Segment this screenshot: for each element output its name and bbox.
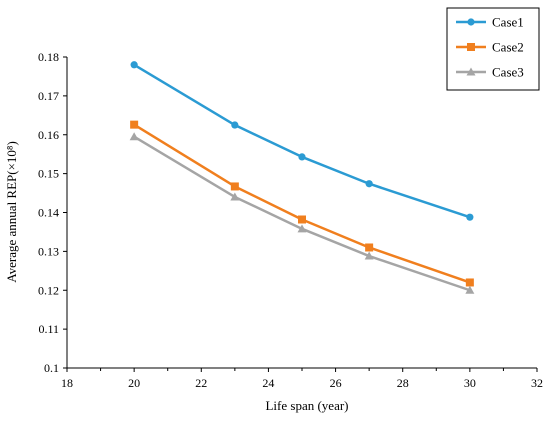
circle-marker — [130, 61, 138, 69]
series-1 — [130, 61, 474, 221]
square-marker — [465, 278, 474, 287]
legend-entry: Case3 — [456, 65, 524, 80]
y-tick-label: 0.11 — [38, 322, 59, 336]
legend-label: Case2 — [492, 40, 524, 55]
y-tick-label: 0.16 — [38, 128, 59, 142]
y-tick-label: 0.14 — [38, 206, 59, 220]
x-tick-label: 26 — [330, 376, 342, 390]
triangle-marker — [230, 192, 240, 201]
circle-marker — [467, 18, 475, 26]
square-marker — [298, 215, 306, 224]
square-marker — [130, 120, 139, 129]
x-tick-label: 24 — [262, 376, 274, 390]
series-3 — [129, 132, 475, 294]
series-2 — [130, 120, 474, 287]
triangle-marker — [297, 224, 307, 233]
triangle-marker — [466, 67, 476, 76]
triangle-marker — [129, 132, 139, 141]
axes-layer: 0.1 0.11 0.12 0.13 0.14 0.15 0.16 0.17 0.18 18 20 2… — [38, 50, 543, 390]
triangle-marker — [364, 251, 374, 260]
legend-entry: Case1 — [456, 15, 524, 30]
square-marker — [365, 243, 374, 252]
y-tick-label: 0.18 — [38, 50, 59, 64]
triangle-marker — [465, 285, 475, 294]
y-tick-label: 0.1 — [44, 361, 59, 375]
x-tick-label: 18 — [61, 376, 73, 390]
y-tick-label: 0.12 — [38, 283, 59, 297]
x-tick-label: 30 — [464, 376, 476, 390]
y-tick-label: 0.15 — [38, 167, 59, 181]
x-tick-label: 28 — [397, 376, 409, 390]
circle-marker — [298, 153, 306, 161]
series-layer — [129, 61, 475, 294]
circle-marker — [231, 121, 239, 129]
legend-entry: Case2 — [456, 40, 524, 55]
square-marker — [467, 43, 475, 51]
square-marker — [230, 182, 239, 191]
circle-marker — [466, 213, 474, 221]
x-tick-label: 20 — [128, 376, 140, 390]
legend: Case1 Case2 Case3 — [446, 7, 540, 91]
series-line — [133, 63, 471, 219]
series-line — [133, 123, 471, 284]
y-tick-label: 0.13 — [38, 244, 59, 258]
x-axis-title: Life span (year) — [265, 398, 348, 413]
legend-label: Case3 — [492, 65, 524, 80]
y-tick-label: 0.17 — [38, 89, 59, 103]
circle-marker — [365, 180, 373, 188]
legend-label: Case1 — [492, 15, 524, 30]
y-axis-title: Average annual REP(×10⁸) — [4, 141, 19, 283]
x-tick-label: 22 — [195, 376, 207, 390]
x-tick-label: 32 — [531, 376, 543, 390]
